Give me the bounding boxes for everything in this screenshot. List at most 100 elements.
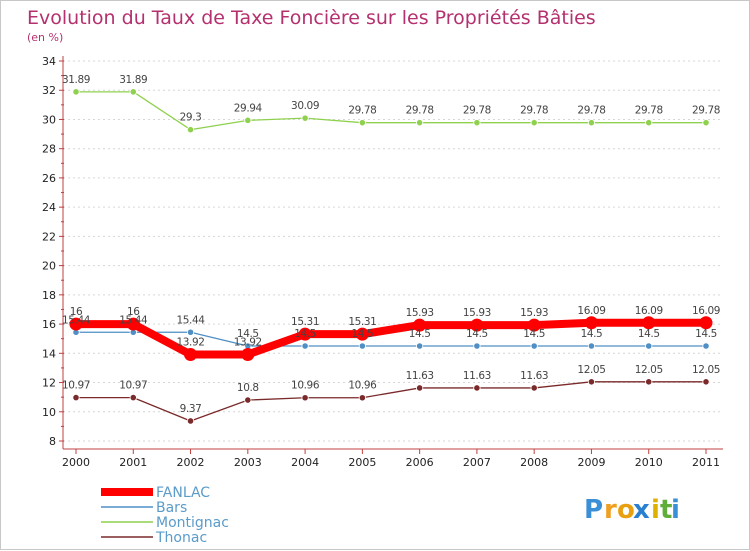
data-point-thonac <box>645 378 653 386</box>
legend-label-bars: Bars <box>156 500 187 516</box>
series-line-fanlac <box>76 318 706 359</box>
chart-title: Evolution du Taux de Taxe Foncière sur l… <box>27 7 596 29</box>
data-point-fanlac <box>470 318 484 332</box>
data-label-bars: 14.5 <box>409 328 431 340</box>
x-tick-label: 2009 <box>577 456 605 469</box>
logo-letter: i <box>671 495 680 525</box>
series-line-montignac <box>76 91 706 131</box>
data-point-fanlac <box>699 316 713 330</box>
data-label-bars: 14.5 <box>237 328 259 340</box>
y-tick-label: 34 <box>42 55 56 68</box>
x-tick-label: 2007 <box>463 456 491 469</box>
data-label-fanlac: 16.09 <box>577 305 605 317</box>
data-label-montignac: 29.3 <box>180 112 202 124</box>
y-tick-label: 26 <box>42 172 56 185</box>
x-tick-label: 2004 <box>291 456 319 469</box>
data-label-bars: 15.44 <box>62 314 91 326</box>
data-label-thonac: 10.8 <box>237 382 259 394</box>
data-point-fanlac <box>241 347 255 361</box>
x-tick-label: 2003 <box>234 456 262 469</box>
x-tick-label: 2010 <box>635 456 663 469</box>
data-point-thonac <box>702 378 710 386</box>
legend-label-thonac: Thonac <box>155 530 207 546</box>
data-labels: 16 16 13.92 13.92 15.31 15.31 15.93 15.93 15.93 1… <box>62 74 720 415</box>
data-label-bars: 14.5 <box>695 328 717 340</box>
y-tick-label: 14 <box>42 347 56 360</box>
logo-letter: t <box>660 495 672 525</box>
data-point-thonac <box>186 417 195 425</box>
data-point-montignac <box>702 119 710 127</box>
data-point-montignac <box>72 88 80 96</box>
data-point-fanlac <box>527 318 541 332</box>
data-point-bars <box>530 342 538 350</box>
y-tick-label: 28 <box>42 143 56 156</box>
data-label-bars: 14.5 <box>638 328 660 340</box>
data-label-bars: 14.5 <box>466 328 488 340</box>
data-label-thonac: 11.63 <box>406 370 434 382</box>
data-point-montignac <box>473 119 481 127</box>
data-label-montignac: 29.78 <box>635 105 663 117</box>
data-point-montignac <box>587 119 596 127</box>
data-point-fanlac <box>126 317 140 331</box>
data-label-thonac: 9.37 <box>180 403 202 415</box>
series-line-thonac <box>76 381 706 422</box>
data-label-bars: 14.5 <box>294 328 316 340</box>
data-label-fanlac: 15.31 <box>291 316 319 328</box>
data-point-bars <box>473 342 481 350</box>
legend-label-montignac: Montignac <box>156 515 229 531</box>
data-point-bars <box>416 342 424 350</box>
x-tick-label: 2006 <box>406 456 434 469</box>
y-tick-label: 22 <box>42 230 56 243</box>
y-tick-label: 32 <box>42 84 56 97</box>
chart-subtitle: (en %) <box>27 31 63 44</box>
data-label-thonac: 10.97 <box>119 380 147 392</box>
data-point-bars <box>186 328 195 336</box>
legend-label-fanlac: FANLAC <box>156 485 210 501</box>
data-point-montignac <box>416 119 424 127</box>
data-label-fanlac: 15.31 <box>348 316 376 328</box>
data-point-bars <box>358 342 366 350</box>
x-tick-label: 2008 <box>520 456 548 469</box>
axes: 8 10 12 14 16 18 20 22 24 26 28 30 32 34 2000 2001 2002 2… <box>42 55 723 469</box>
data-point-fanlac <box>642 316 656 330</box>
data-label-montignac: 31.89 <box>62 74 90 86</box>
data-point-montignac <box>530 119 538 127</box>
data-point-thonac <box>587 378 596 386</box>
y-tick-label: 30 <box>42 113 56 126</box>
logo-letter: o <box>617 495 635 525</box>
data-label-bars: 14.5 <box>351 328 373 340</box>
data-point-fanlac <box>69 317 83 331</box>
data-point-montignac <box>358 119 366 127</box>
data-point-thonac <box>244 396 252 404</box>
data-label-thonac: 10.96 <box>348 380 377 392</box>
data-label-montignac: 29.78 <box>692 105 720 117</box>
data-point-fanlac <box>355 327 369 341</box>
data-label-montignac: 29.78 <box>577 105 605 117</box>
data-label-fanlac: 16.09 <box>692 305 720 317</box>
y-tick-label: 16 <box>42 318 56 331</box>
data-label-fanlac: 16.09 <box>635 305 663 317</box>
data-label-bars: 15.44 <box>177 314 206 326</box>
data-label-thonac: 11.63 <box>520 370 548 382</box>
data-label-thonac: 11.63 <box>463 370 491 382</box>
data-point-montignac <box>645 119 653 127</box>
data-point-bars <box>702 342 710 350</box>
data-label-fanlac: 13.92 <box>177 336 205 348</box>
data-point-bars <box>301 342 309 350</box>
data-label-montignac: 29.78 <box>520 105 548 117</box>
data-point-thonac <box>301 394 309 402</box>
x-tick-label: 2000 <box>62 456 90 469</box>
logo-letter: x <box>633 495 650 525</box>
data-point-thonac <box>129 393 137 402</box>
data-label-thonac: 12.05 <box>692 364 720 376</box>
data-label-fanlac: 13.92 <box>234 336 262 348</box>
data-point-thonac <box>473 384 481 392</box>
data-label-montignac: 29.94 <box>234 102 263 114</box>
data-label-thonac: 10.96 <box>291 380 320 392</box>
data-label-thonac: 12.05 <box>635 364 663 376</box>
y-tick-label: 12 <box>42 377 56 390</box>
data-point-fanlac <box>298 327 312 341</box>
